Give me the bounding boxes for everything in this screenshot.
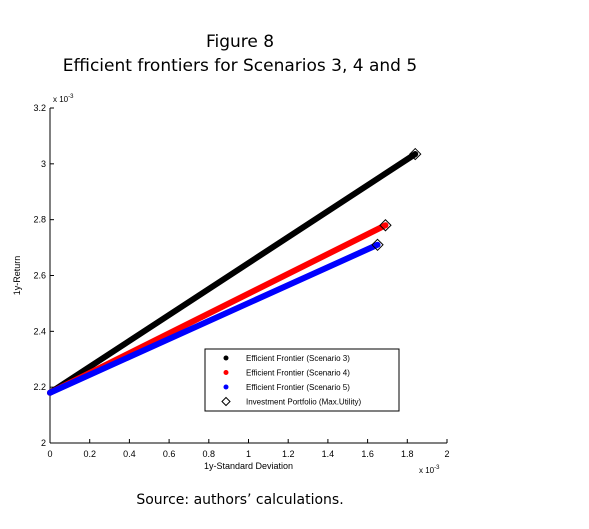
legend-swatch [223,384,229,390]
x-tick-label: 1.2 [282,449,295,459]
portfolio-marker [409,147,422,161]
source-note: Source: authors’ calculations. [136,492,344,508]
x-axis-label: 1y-Standard Deviation [204,461,293,471]
x-tick-label: 1.6 [361,449,374,459]
x-multiplier-exponent: -3 [434,465,440,471]
x-tick-label: 0.6 [163,449,176,459]
frontier-line-scenario-3 [47,151,419,396]
x-tick-label: 1 [246,449,251,459]
portfolio-marker [379,219,392,232]
y-axis-label: 1y-Return [12,256,22,296]
figure-title: Efficient frontiers for Scenarios 3, 4 a… [62,56,418,76]
legend-label: Efficient Frontier (Scenario 3) [246,354,350,363]
y-tick-label: 2.4 [33,326,46,336]
legend-swatch [223,355,229,361]
y-axis-multiplier: x 10-3 [53,94,74,104]
x-tick-label: 0.8 [203,449,216,459]
x-tick-label: 0 [47,449,52,459]
legend-label: Efficient Frontier (Scenario 5) [246,383,350,392]
legend-swatch [223,370,229,375]
x-tick-label: 1.8 [401,449,414,459]
y-tick-label: 2.8 [33,215,46,225]
legend-label: Investment Portfolio (Max.Utility) [246,398,361,407]
y-tick-label: 3 [41,159,46,169]
x-tick-label: 0.4 [123,449,136,459]
frontier-line-scenario-5 [47,241,381,396]
y-tick-label: 2.6 [33,271,46,281]
axes: 0 0.2 0.4 0.6 0.8 1 1.2 1.4 1.6 1.8 2 2 2.2 2.4 2.6 2.8… [12,94,450,475]
series-lines [47,151,419,396]
portfolio-markers [371,147,422,251]
y-multiplier-exponent: -3 [68,94,74,100]
legend-swatch-diamond [221,396,231,407]
figure-number: Figure 8 [205,32,275,52]
y-tick-label: 3.2 [33,103,46,113]
legend: Efficient Frontier (Scenario 3) Efficient… [204,348,400,412]
x-tick-label: 0.2 [83,449,96,459]
y-tick-label: 2 [41,438,46,448]
x-axis-multiplier: x 10-3 [419,465,440,475]
x-tick-label: 1.4 [322,449,335,459]
y-tick-label: 2.2 [33,382,46,392]
portfolio-marker [371,238,384,251]
legend-box [204,348,400,412]
legend-label: Efficient Frontier (Scenario 4) [246,369,350,378]
x-tick-label: 2 [444,449,449,459]
